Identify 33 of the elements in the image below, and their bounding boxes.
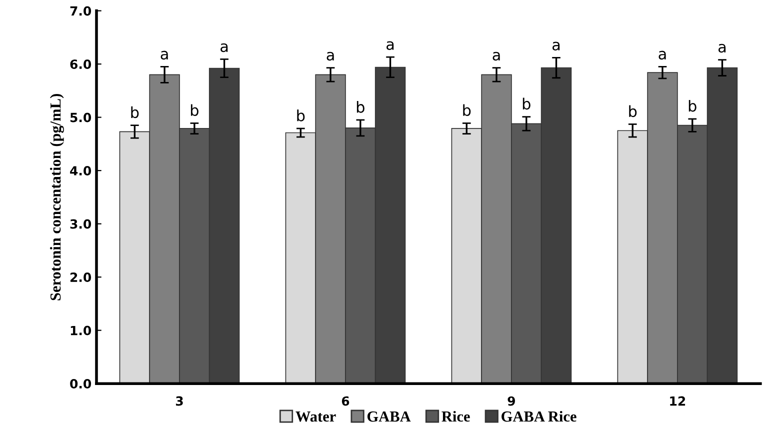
data-label: a — [326, 52, 334, 61]
data-label: a — [220, 43, 228, 52]
y-tick-label: 0.0 — [70, 379, 92, 389]
y-tick-label: 2.0 — [70, 272, 92, 282]
data-label: b — [629, 105, 637, 118]
data-label: b — [190, 104, 198, 116]
x-tick-label: 9 — [508, 396, 515, 406]
y-axis-title: Serotonin concentation (pg/mL) — [50, 94, 64, 300]
data-label: b — [688, 100, 696, 112]
data-label: b — [131, 106, 139, 118]
y-tick-label: 6.0 — [70, 60, 92, 69]
data-label: b — [463, 104, 471, 116]
y-tick-label: 3.0 — [70, 219, 92, 229]
data-label: b — [522, 98, 530, 110]
x-tick-label: 6 — [342, 396, 350, 406]
data-label: b — [297, 110, 305, 122]
data-label: a — [492, 52, 500, 61]
legend-label: Rice — [442, 410, 470, 422]
x-tick-label: 3 — [176, 396, 183, 406]
y-tick-label: 7.0 — [70, 6, 92, 16]
data-label: a — [386, 41, 394, 50]
data-label: a — [718, 44, 726, 53]
y-tick-label: 5.0 — [70, 112, 92, 122]
data-label: a — [160, 50, 168, 60]
data-label: b — [356, 101, 364, 113]
legend-label: GABA Rice — [502, 410, 576, 422]
y-tick-label: 4.0 — [70, 166, 92, 176]
legend-label: GABA — [367, 411, 411, 422]
data-label: a — [658, 50, 666, 60]
x-tick-label: 12 — [670, 396, 686, 406]
y-tick-label: 1.0 — [70, 326, 92, 336]
legend-label: Water — [296, 412, 336, 422]
data-label: a — [552, 42, 560, 51]
